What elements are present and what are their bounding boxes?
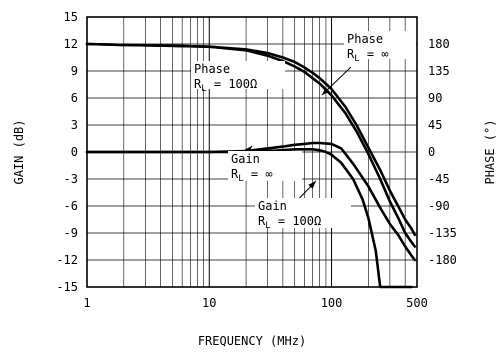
y-tick-label: -6 [64, 199, 78, 213]
y-tick-label: -15 [56, 280, 78, 294]
annotation-title: Phase [347, 32, 383, 46]
y2-tick-label: 45 [428, 118, 442, 132]
phase-rl-100-curve [85, 42, 417, 248]
annotation-condition: RL = ∞ [347, 47, 389, 64]
annotation-background [255, 198, 351, 228]
y2-tick-label: -45 [428, 172, 450, 186]
y2-tick-label: 90 [428, 91, 442, 105]
y-tick-label: 9 [71, 64, 78, 78]
x-axis-title: FREQUENCY (MHz) [198, 334, 306, 348]
y-tick-label: -3 [64, 172, 78, 186]
annotation-background [344, 31, 416, 59]
y2-tick-label: -135 [428, 226, 457, 240]
annotation-title: Gain [258, 199, 287, 213]
annotation-condition: RL = 100Ω [194, 77, 257, 94]
annotation-arrow-head [308, 181, 316, 189]
annotation-arrow-head [322, 87, 330, 95]
plot-frame [86, 16, 418, 288]
curves [85, 42, 417, 289]
x-tick-label: 500 [406, 296, 428, 310]
y-tick-label: 15 [64, 10, 78, 24]
annotation-condition: RL = ∞ [231, 167, 273, 184]
y-tick-label: 0 [71, 145, 78, 159]
annotation-title: Phase [194, 62, 230, 76]
y-tick-label: 3 [71, 118, 78, 132]
annotation-condition: RL = 100Ω [258, 214, 321, 231]
x-tick-label: 100 [321, 296, 343, 310]
gain-rl-inf-curve [85, 141, 417, 262]
y-axis-title: GAIN (dB) [12, 119, 26, 184]
y-tick-label: -12 [56, 253, 78, 267]
annotation-arrow-head [244, 146, 252, 154]
y2-tick-label: -90 [428, 199, 450, 213]
y2-tick-label: 0 [428, 145, 435, 159]
y-tick-label: 6 [71, 91, 78, 105]
x-tick-label: 10 [202, 296, 216, 310]
annotation-title: Gain [231, 152, 260, 166]
tick-labels: 15 12 9 6 3 0 -3 -6 -9 -12 -15 180 135 90 45 0 -45 -90 -13… [56, 10, 457, 310]
y2-tick-label: 180 [428, 37, 450, 51]
y2-tick-label: 135 [428, 64, 450, 78]
x-tick-label: 1 [83, 296, 90, 310]
y2-tick-label: -180 [428, 253, 457, 267]
annotation-background [228, 151, 302, 181]
gain-rl-100-curve [85, 148, 413, 289]
y2-axis-title: PHASE (°) [483, 119, 497, 184]
y-tick-label: 12 [64, 37, 78, 51]
y-tick-label: -9 [64, 226, 78, 240]
annotation-background [191, 61, 285, 89]
